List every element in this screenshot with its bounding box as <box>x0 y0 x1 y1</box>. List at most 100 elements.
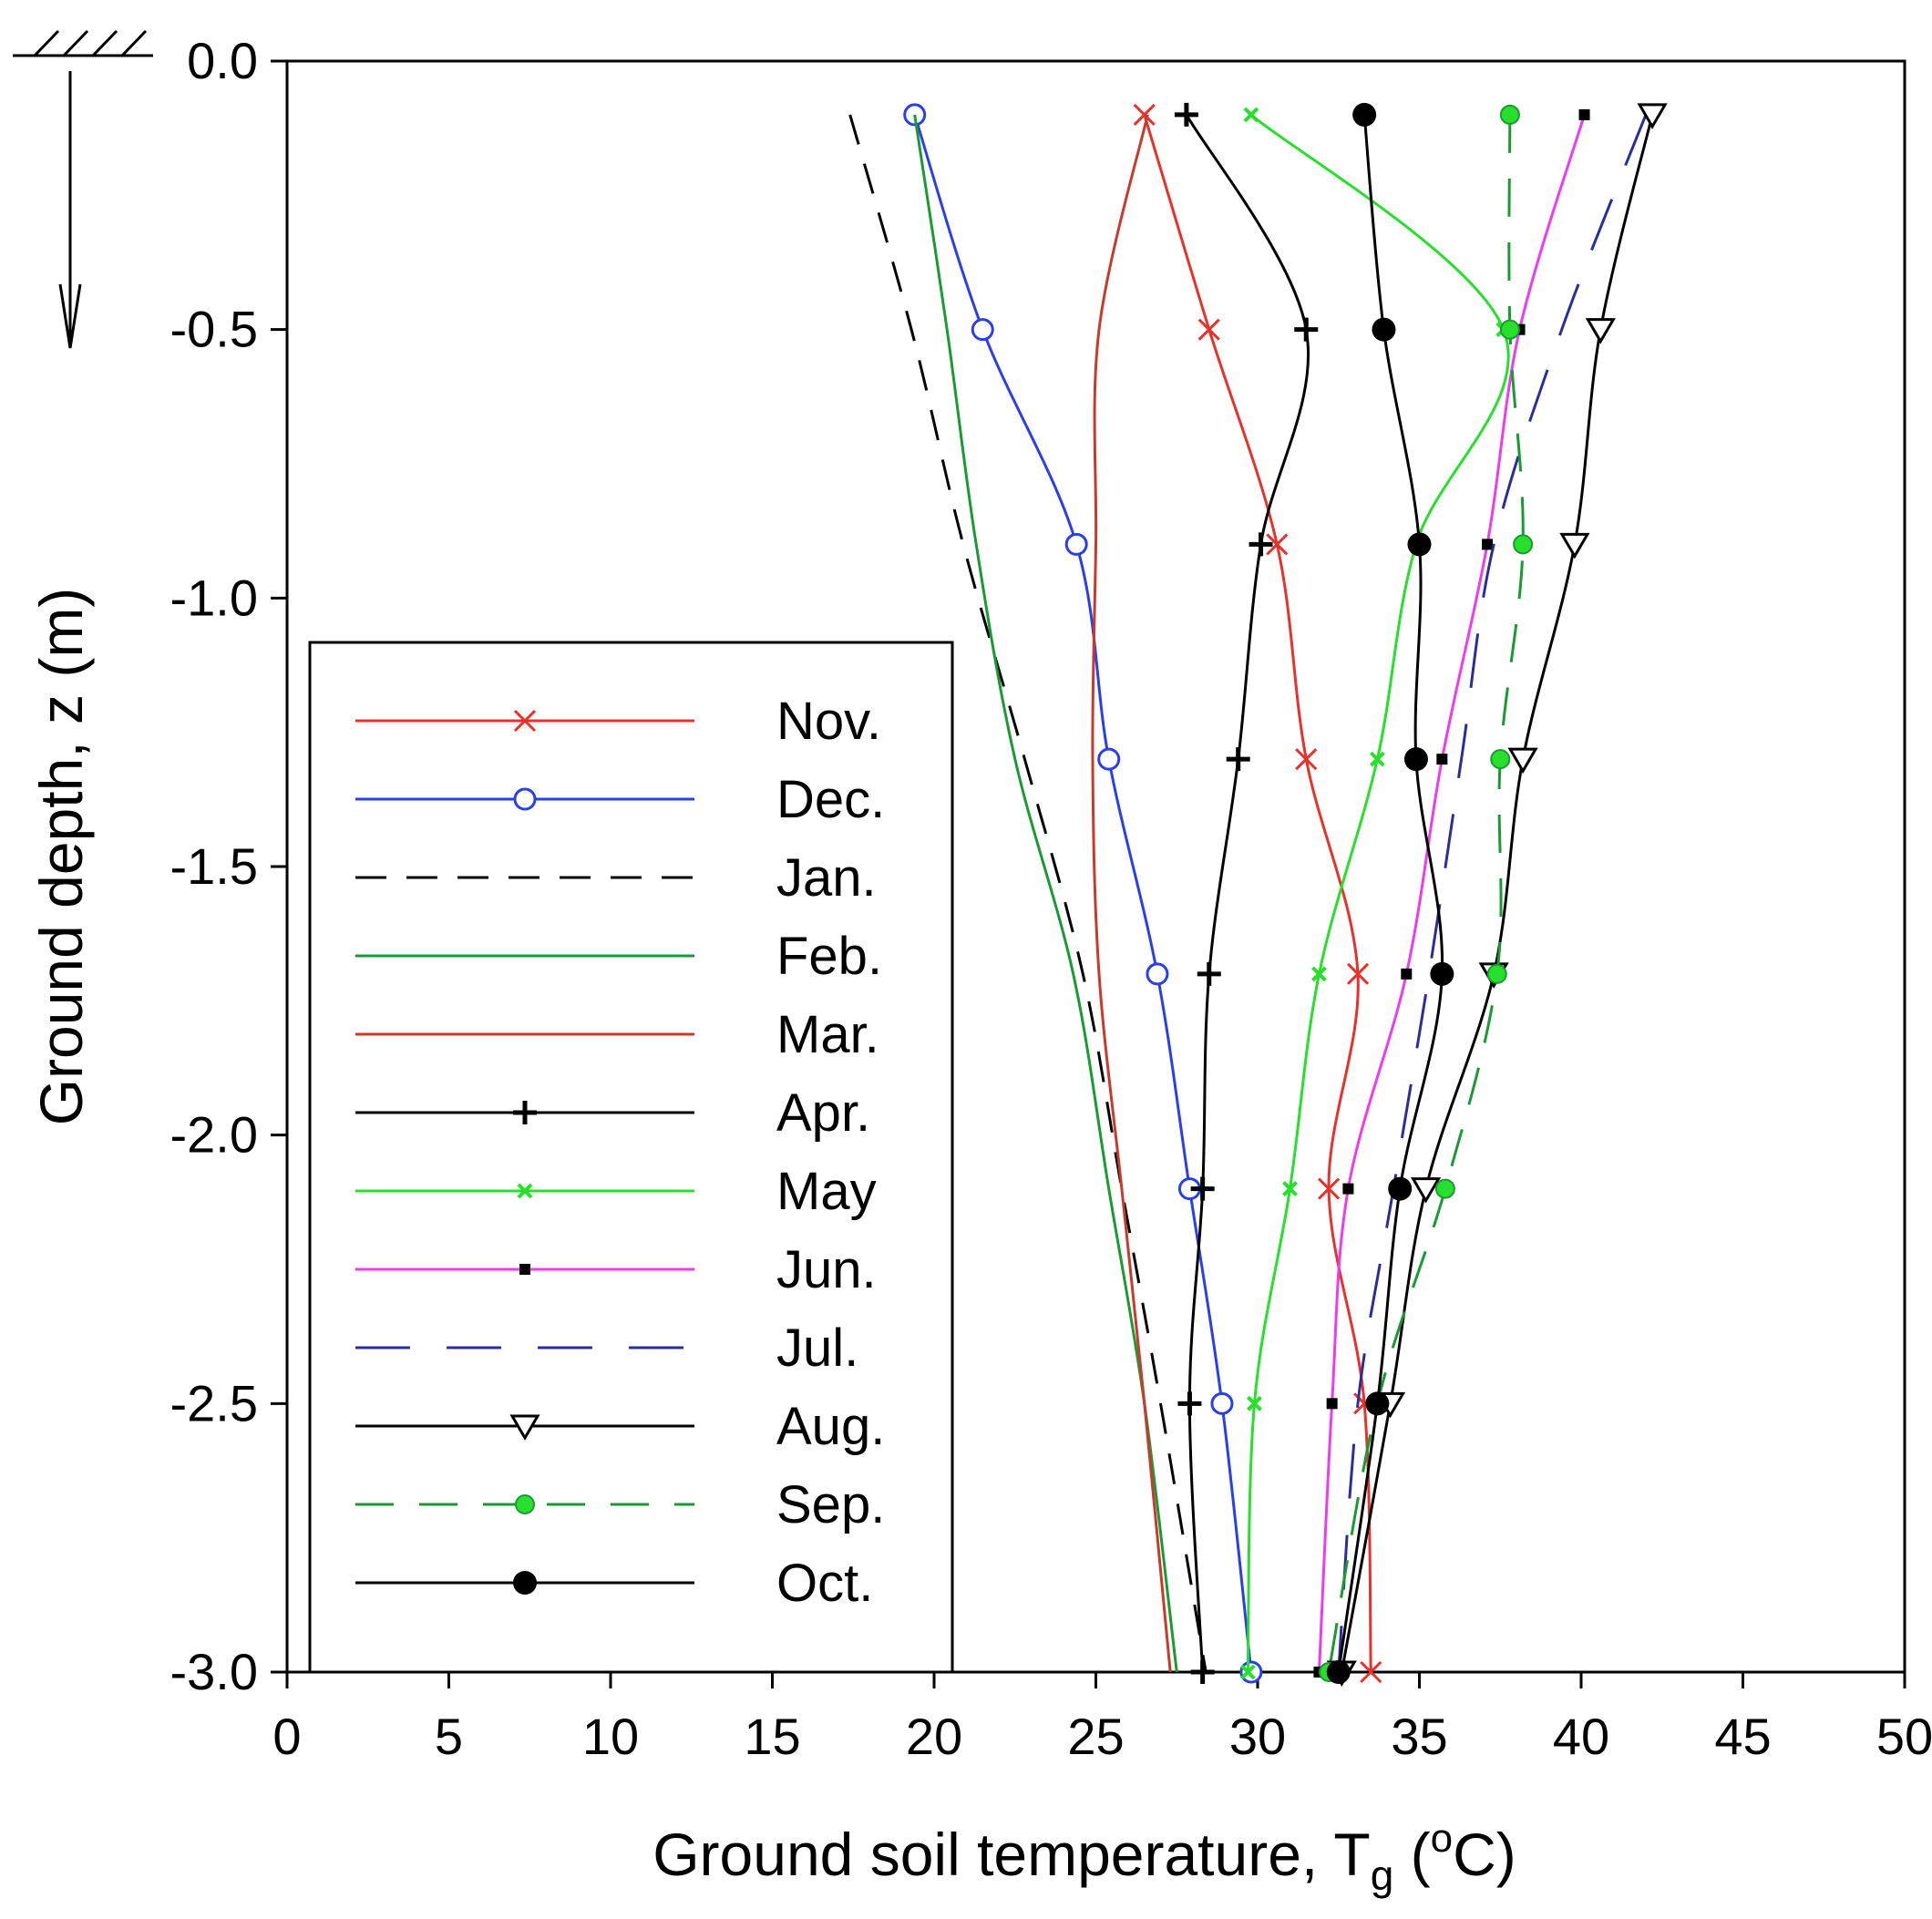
data-point-aug <box>1559 532 1590 559</box>
x-tick-label: 0 <box>272 1708 301 1765</box>
legend-label: Nov. <box>776 692 881 751</box>
legend-label: Aug. <box>776 1397 885 1456</box>
data-point-oct <box>1372 317 1396 342</box>
series-sep <box>1319 104 1534 1682</box>
y-tick-label: -1.5 <box>170 837 259 895</box>
data-point-dec <box>1064 532 1088 556</box>
series-line-sep <box>1327 114 1525 1673</box>
legend-marker <box>513 787 537 811</box>
legend-marker <box>513 1101 537 1124</box>
data-point-oct <box>1352 102 1377 127</box>
legend-label: Jul. <box>776 1319 858 1378</box>
data-point-apr <box>1177 1391 1202 1416</box>
series-apr <box>1174 102 1319 1684</box>
legend-item-jan: Jan. <box>355 848 877 908</box>
series-line-dec <box>913 114 1253 1673</box>
data-point-dec <box>971 318 994 342</box>
x-axis-title: Ground soil temperature, Tg (oC) <box>653 1816 1516 1899</box>
data-point-jun <box>1482 539 1494 550</box>
x-axis-title-main: Ground soil temperature, T <box>653 1821 1371 1888</box>
x-axis-title-subscript: g <box>1371 1852 1394 1899</box>
y-tick-label: 0.0 <box>187 32 258 89</box>
data-point-dec <box>1146 962 1169 986</box>
data-point-apr <box>1294 317 1319 342</box>
legend-marker <box>509 1414 540 1441</box>
data-point-apr <box>1197 961 1221 986</box>
series-aug <box>1326 103 1668 1687</box>
legend-item-dec: Dec. <box>355 770 885 829</box>
data-point-may <box>1369 751 1385 767</box>
data-point-may <box>1243 107 1259 123</box>
series-line-jul <box>1337 114 1648 1673</box>
x-tick-label: 15 <box>744 1708 800 1765</box>
series-layer <box>848 102 1668 1687</box>
data-point-oct <box>1365 1391 1390 1416</box>
legend-label: Sep. <box>776 1475 885 1534</box>
legend-item-jun: Jun. <box>355 1240 877 1299</box>
series-line-oct <box>1337 114 1444 1673</box>
data-point-sep <box>1499 104 1520 125</box>
x-tick-label: 5 <box>435 1708 463 1765</box>
data-point-sep <box>1499 319 1520 340</box>
series-line-jan <box>848 114 1208 1673</box>
data-point-aug <box>1637 103 1668 129</box>
y-tick-label: -3.0 <box>170 1643 259 1700</box>
x-axis-title-degree: o <box>1431 1816 1453 1861</box>
x-tick-label: 35 <box>1391 1708 1447 1765</box>
series-dec <box>903 103 1263 1684</box>
data-point-aug <box>1507 747 1538 775</box>
series-jan <box>848 114 1208 1673</box>
data-point-nov <box>1266 533 1289 556</box>
data-point-dec <box>1210 1391 1234 1415</box>
legend: Nov. Dec. Jan. Feb. Mar. Apr. May Jun. Jul. Aug. S… <box>308 641 954 1674</box>
legend-item-nov: Nov. <box>355 692 881 751</box>
legend-marker <box>519 1264 530 1275</box>
data-point-sep <box>1434 1178 1455 1199</box>
series-line-may <box>1246 113 1510 1673</box>
legend-marker <box>513 1571 537 1595</box>
series-jun <box>1313 108 1590 1678</box>
data-point-nov <box>1295 748 1318 771</box>
legend-marker <box>513 709 537 733</box>
data-point-sep <box>1486 963 1507 984</box>
legend-item-may: May <box>355 1162 877 1221</box>
data-point-jun <box>1401 968 1413 980</box>
data-point-oct <box>1403 747 1428 772</box>
data-point-jun <box>1342 1183 1354 1195</box>
series-line-apr <box>1185 114 1310 1673</box>
legend-label: Jun. <box>776 1240 877 1299</box>
series-feb <box>913 114 1178 1673</box>
legend-marker <box>517 1183 533 1199</box>
legend-label: Jan. <box>776 848 877 908</box>
x-tick-label: 45 <box>1714 1708 1771 1765</box>
data-point-apr <box>1174 102 1198 127</box>
series-may <box>1239 107 1512 1680</box>
y-tick-label: -0.5 <box>170 301 259 358</box>
x-tick-label: 50 <box>1876 1708 1932 1765</box>
x-tick-label: 25 <box>1067 1708 1124 1765</box>
data-point-jun <box>1326 1398 1338 1410</box>
data-point-apr <box>1190 1660 1215 1684</box>
y-tick-label: -1.0 <box>170 569 259 626</box>
depth-arrow <box>58 71 82 349</box>
y-tick-label: -2.0 <box>170 1106 259 1164</box>
legend-item-sep: Sep. <box>355 1475 885 1534</box>
series-line-mar <box>1091 114 1172 1673</box>
series-jul <box>1337 114 1648 1673</box>
legend-label: Dec. <box>776 770 885 829</box>
ground-surface-symbol <box>13 29 153 57</box>
legend-item-mar: Mar. <box>355 1005 879 1064</box>
series-line-jun <box>1318 114 1586 1673</box>
x-axis-title-unit-open: ( <box>1393 1821 1430 1888</box>
series-line-feb <box>913 114 1178 1673</box>
x-tick-label: 10 <box>582 1708 639 1765</box>
legend-label: Mar. <box>776 1005 879 1064</box>
data-point-aug <box>1410 1177 1442 1204</box>
series-line-aug <box>1340 114 1654 1673</box>
data-point-nov <box>1197 318 1220 341</box>
data-point-may <box>1239 1664 1256 1680</box>
legend-marker <box>515 1494 535 1514</box>
series-mar <box>1091 114 1172 1673</box>
series-nov <box>1133 103 1382 1684</box>
